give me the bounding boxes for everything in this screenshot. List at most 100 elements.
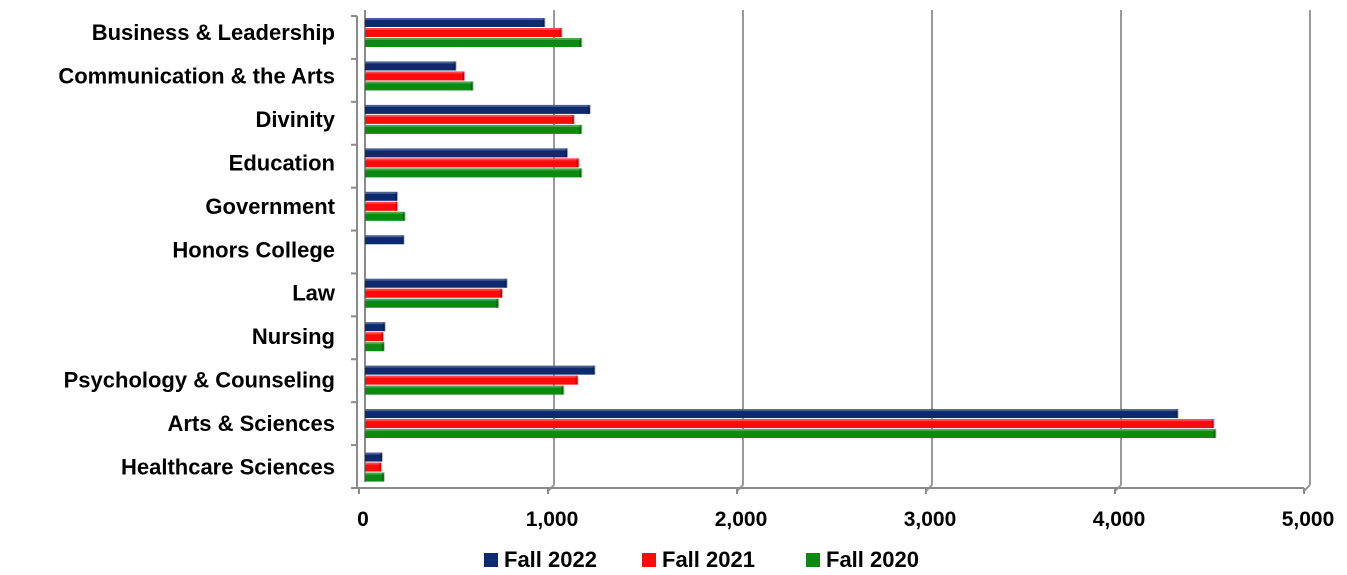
bar-end-cap: [504, 278, 508, 288]
bar-fall-2022-communication-and-the-arts: [365, 61, 456, 71]
bar-end-cap: [579, 38, 583, 47]
legend-swatch-fall-2021: [642, 553, 656, 567]
legend-label-fall-2020: Fall 2020: [826, 547, 919, 572]
bar-highlight: [365, 278, 507, 281]
x-tick-label: 1,000: [526, 508, 579, 531]
bar-end-cap: [575, 375, 579, 385]
bar-highlight: [365, 419, 1214, 422]
bar-highlight: [365, 158, 579, 161]
bar-fall-2020-arts-and-sciences: [365, 429, 1216, 439]
legend-label-fall-2021: Fall 2021: [662, 547, 755, 572]
bar-fall-2020-healthcare-sciences: [365, 472, 384, 482]
bar-end-cap: [395, 191, 399, 201]
category-label-arts-and-sciences: Arts & Sciences: [167, 411, 335, 436]
bar-end-cap: [382, 322, 386, 332]
bar-end-cap: [380, 332, 384, 342]
bar-fall-2021-arts-and-sciences: [365, 419, 1214, 429]
legend-swatch-fall-2020: [806, 553, 820, 567]
bar-fall-2020-communication-and-the-arts: [365, 81, 473, 91]
bar-highlight: [365, 201, 398, 204]
bar-end-cap: [1211, 419, 1215, 429]
bar-fall-2021-government: [365, 201, 398, 211]
bar-end-cap: [587, 104, 591, 114]
category-label-business-and-leadership: Business & Leadership: [92, 20, 335, 45]
x-tick-label: 2,000: [715, 508, 768, 531]
category-label-healthcare-sciences: Healthcare Sciences: [121, 455, 335, 480]
bar-fall-2022-honors-college: [365, 235, 404, 245]
bar-highlight: [365, 61, 456, 64]
bar-highlight: [365, 211, 405, 214]
bar-end-cap: [1213, 429, 1217, 439]
bar-end-cap: [500, 288, 504, 298]
bar-end-cap: [381, 472, 385, 482]
bar-fall-2021-psychology-and-counseling: [365, 375, 578, 385]
bar-fall-2022-education: [365, 148, 568, 158]
bar-highlight: [365, 114, 574, 117]
bar-fall-2022-psychology-and-counseling: [365, 365, 595, 375]
legend-label-fall-2022: Fall 2022: [504, 547, 597, 572]
bar-end-cap: [395, 201, 399, 211]
bars: [365, 18, 1217, 482]
bar-end-cap: [576, 158, 580, 168]
bar-fall-2022-arts-and-sciences: [365, 409, 1178, 419]
bar-end-cap: [381, 342, 385, 352]
bar-end-cap: [592, 365, 596, 375]
bar-fall-2020-education: [365, 168, 582, 178]
bar-end-cap: [470, 81, 474, 91]
bar-fall-2022-nursing: [365, 322, 385, 332]
legend: Fall 2022 Fall 2021 Fall 2020: [484, 547, 919, 572]
bar-highlight: [365, 429, 1216, 432]
category-label-law: Law: [292, 281, 336, 306]
bar-end-cap: [561, 385, 565, 395]
x-tick-label: 0: [357, 508, 369, 531]
bar-fall-2022-divinity: [365, 104, 590, 114]
bar-fall-2020-psychology-and-counseling: [365, 385, 564, 395]
bar-highlight: [365, 409, 1178, 412]
bar-fall-2021-divinity: [365, 114, 574, 124]
bar-fall-2022-healthcare-sciences: [365, 452, 383, 462]
bar-highlight: [365, 235, 404, 238]
category-label-nursing: Nursing: [252, 324, 335, 349]
legend-swatch-fall-2022: [484, 553, 498, 567]
bar-fall-2020-government: [365, 211, 405, 221]
bar-highlight: [365, 385, 564, 388]
bar-highlight: [365, 288, 503, 291]
bar-highlight: [365, 365, 595, 368]
bar-highlight: [365, 375, 578, 378]
bar-highlight: [365, 28, 562, 30]
bar-fall-2021-law: [365, 288, 503, 298]
category-label-psychology-and-counseling: Psychology & Counseling: [64, 368, 335, 393]
bar-end-cap: [559, 28, 563, 37]
bar-highlight: [365, 18, 545, 20]
bar-highlight: [365, 148, 568, 151]
bar-fall-2020-law: [365, 298, 499, 308]
bar-end-cap: [379, 462, 383, 472]
bar-highlight: [365, 462, 382, 465]
bar-end-cap: [571, 114, 575, 124]
bar-fall-2020-business-and-leadership: [365, 38, 582, 47]
x-tick-label: 4,000: [1093, 508, 1146, 531]
category-label-communication-and-the-arts: Communication & the Arts: [58, 63, 335, 88]
bar-highlight: [365, 332, 383, 335]
bar-highlight: [365, 191, 398, 194]
bar-highlight: [365, 452, 383, 455]
bar-fall-2022-law: [365, 278, 507, 288]
bar-fall-2020-divinity: [365, 124, 582, 134]
bar-fall-2020-nursing: [365, 342, 384, 352]
bar-end-cap: [496, 298, 500, 308]
bar-highlight: [365, 342, 384, 345]
bar-end-cap: [462, 71, 466, 81]
bar-end-cap: [402, 211, 406, 221]
bar-highlight: [365, 104, 590, 107]
grid-lines: [547, 10, 1311, 492]
bar-highlight: [365, 71, 465, 74]
bar-end-cap: [380, 452, 384, 462]
bar-end-cap: [1175, 409, 1179, 419]
bar-highlight: [365, 38, 582, 40]
bar-highlight: [365, 81, 473, 84]
bar-fall-2022-business-and-leadership: [365, 18, 545, 27]
category-label-government: Government: [205, 194, 335, 219]
bar-fall-2021-nursing: [365, 332, 383, 342]
bar-fall-2021-business-and-leadership: [365, 28, 562, 37]
